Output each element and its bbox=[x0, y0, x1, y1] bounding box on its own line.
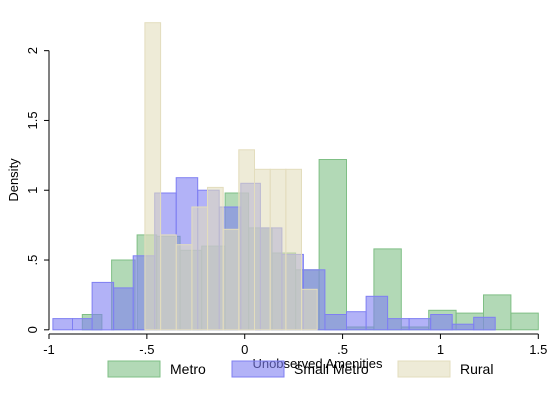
y-tick-label-4: 2 bbox=[25, 47, 40, 54]
rural-bar-6 bbox=[238, 149, 256, 331]
small-metro-bar-20 bbox=[473, 316, 496, 331]
legend-swatch-rural bbox=[397, 360, 451, 378]
y-ticks: 0 .5 1 1.5 2 bbox=[25, 47, 49, 333]
rural-bar-7 bbox=[254, 168, 271, 331]
small-metro-bar-16 bbox=[387, 318, 410, 331]
x-tick-label-4: 1 bbox=[437, 342, 444, 357]
x-tick-label-1: -.5 bbox=[139, 342, 154, 357]
small-metro-bar-0 bbox=[52, 318, 74, 331]
rural-bar-4 bbox=[207, 186, 224, 331]
rural-bar-5 bbox=[222, 228, 240, 331]
metro-bar-17 bbox=[510, 312, 539, 331]
small-metro-bar-2 bbox=[91, 281, 115, 331]
legend-swatch-metro bbox=[107, 360, 161, 378]
rural-bar-10 bbox=[301, 288, 318, 331]
y-tick-label-3: 1.5 bbox=[25, 111, 40, 129]
legend-label-small-metro: Small Metro bbox=[294, 361, 369, 377]
rural-bar-3 bbox=[191, 206, 209, 331]
x-tick-label-5: 1.5 bbox=[529, 342, 547, 357]
small-metro-bar-19 bbox=[451, 323, 475, 331]
rural-bar-1 bbox=[160, 234, 177, 331]
x-tick-label-3: .5 bbox=[337, 342, 348, 357]
small-metro-bar-3 bbox=[113, 287, 134, 331]
legend-swatch-small-metro bbox=[231, 360, 285, 378]
x-tick-label-2: 0 bbox=[241, 342, 248, 357]
y-axis-title: Density bbox=[6, 158, 21, 202]
x-ticks: -1 -.5 0 .5 1 1.5 bbox=[43, 334, 547, 357]
small-metro-bar-17 bbox=[408, 318, 432, 331]
small-metro-bar-14 bbox=[346, 311, 367, 331]
rural-bar-8 bbox=[269, 168, 287, 331]
rural-bar-0 bbox=[144, 22, 162, 331]
small-metro-bar-18 bbox=[430, 314, 453, 331]
legend-label-rural: Rural bbox=[460, 361, 493, 377]
legend-label-metro: Metro bbox=[170, 361, 206, 377]
rural-bar-2 bbox=[175, 244, 193, 331]
bars-layer bbox=[52, 22, 539, 331]
y-tick-label-0: 0 bbox=[25, 326, 40, 333]
y-tick-label-2: 1 bbox=[25, 187, 40, 194]
x-axis-title: Unobserved Amenities bbox=[252, 356, 383, 371]
rural-bar-9 bbox=[285, 168, 302, 331]
small-metro-bar-15 bbox=[365, 295, 389, 331]
small-metro-bar-1 bbox=[72, 318, 93, 331]
legend: Metro Small Metro Rural bbox=[107, 360, 493, 378]
y-tick-label-1: .5 bbox=[25, 255, 40, 266]
x-tick-label-0: -1 bbox=[43, 342, 55, 357]
small-metro-bar-13 bbox=[324, 314, 347, 331]
